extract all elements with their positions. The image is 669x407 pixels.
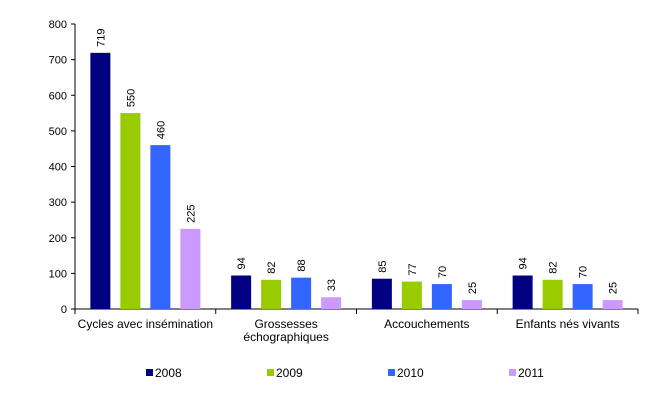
bar-2009	[261, 279, 282, 309]
bar-2008	[231, 275, 252, 309]
legend-label: 2008	[155, 366, 182, 380]
data-label: 25	[608, 282, 620, 294]
legend-item-2008: 2008	[146, 366, 182, 380]
y-tick-label: 700	[49, 55, 67, 67]
y-tick-label: 100	[49, 268, 67, 280]
y-axis: 0 100 200 300 400 500 600 700 800	[49, 19, 76, 316]
data-label: 25	[467, 282, 479, 294]
y-tick-label: 600	[49, 90, 67, 102]
bar-2011	[180, 228, 201, 309]
data-label: 77	[407, 263, 419, 275]
data-label: 719	[95, 28, 107, 46]
y-tick-label: 200	[49, 233, 67, 245]
legend: 2008 2009 2010 2011	[146, 366, 544, 380]
category-label: Enfants nés vivants	[516, 317, 620, 331]
legend-item-2009: 2009	[267, 366, 303, 380]
category-label: Cycles avec insémination	[78, 317, 213, 331]
data-label: 70	[578, 266, 590, 278]
data-label: 85	[377, 260, 389, 272]
bar-2009	[401, 281, 422, 309]
legend-swatch	[267, 369, 274, 376]
y-tick-label: 400	[49, 162, 67, 174]
bar-2011	[461, 300, 482, 309]
legend-item-2011: 2011	[509, 366, 544, 380]
data-label: 225	[185, 204, 197, 222]
bars	[90, 52, 623, 309]
data-label: 82	[548, 262, 560, 274]
data-label: 82	[266, 262, 278, 274]
category-label: Grossesses échographiques	[243, 317, 328, 344]
bar-2008	[512, 275, 533, 309]
legend-label: 2009	[276, 366, 303, 380]
data-label: 94	[518, 257, 530, 269]
bar-2009	[120, 113, 141, 309]
data-label: 70	[437, 266, 449, 278]
legend-swatch	[509, 369, 516, 376]
bar-2010	[431, 284, 452, 309]
bar-2011	[321, 297, 342, 309]
y-tick-label: 800	[49, 19, 67, 31]
bar-2008	[371, 278, 392, 309]
data-label: 88	[296, 259, 308, 271]
data-labels: 719 94 85 94 550 82 77 82 460 88 70 70 225 33 25 25	[95, 28, 619, 294]
legend-label: 2011	[518, 366, 544, 380]
bar-2008	[90, 52, 111, 309]
legend-label: 2010	[397, 366, 424, 380]
legend-swatch	[388, 369, 395, 376]
legend-item-2010: 2010	[388, 366, 424, 380]
bar-2010	[150, 145, 171, 309]
y-tick-label: 500	[49, 126, 67, 138]
data-label: 550	[125, 89, 137, 107]
bar-2010	[291, 277, 312, 309]
data-label: 33	[326, 279, 338, 291]
bar-2010	[572, 284, 593, 309]
x-axis: Cycles avec insémination Grossesses échogr…	[74, 308, 639, 344]
bar-2009	[542, 279, 563, 309]
legend-swatch	[146, 369, 153, 376]
category-label: Accouchements	[384, 317, 469, 331]
data-label: 460	[155, 121, 167, 139]
y-tick-label: 0	[61, 304, 67, 316]
bar-2011	[602, 300, 623, 309]
data-label: 94	[236, 257, 248, 269]
y-tick-label: 300	[49, 197, 67, 209]
